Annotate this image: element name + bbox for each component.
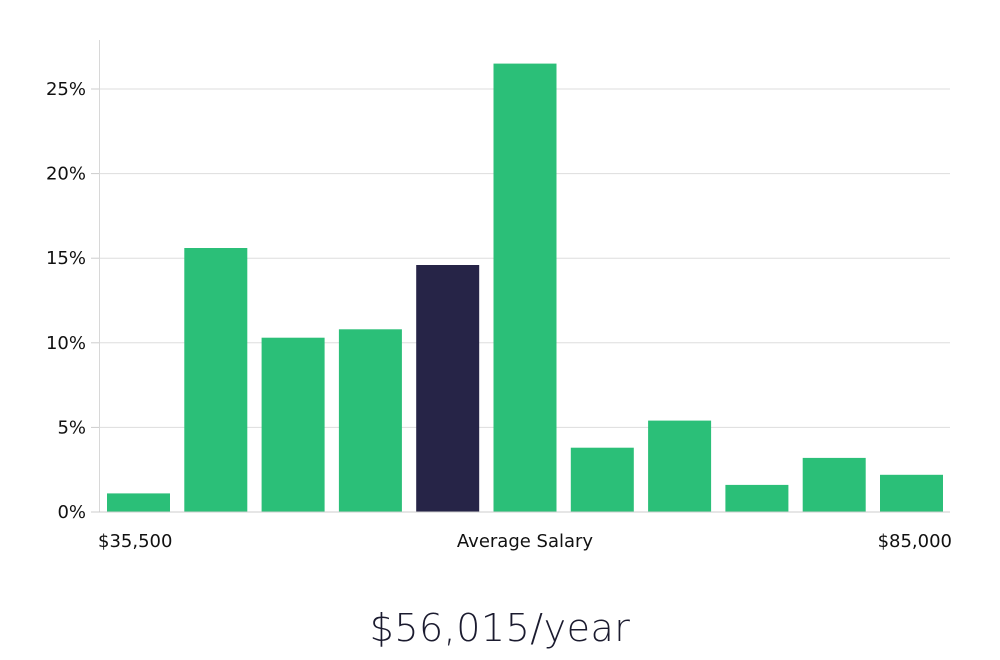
average-salary-value: $56,015/year: [369, 606, 631, 650]
bar: [570, 447, 634, 512]
bar: [184, 248, 248, 512]
bar-highlight-average: [416, 265, 480, 512]
bar: [648, 420, 712, 512]
y-tick-label: 25%: [46, 79, 86, 100]
bar: [338, 329, 402, 512]
bar: [107, 493, 170, 512]
y-tick-label: 20%: [46, 164, 86, 185]
bar: [802, 457, 866, 512]
bar: [493, 63, 557, 512]
salary-histogram: 0%5%10%15%20%25% $35,500 Average Salary …: [46, 40, 952, 552]
y-tick-label: 5%: [57, 417, 86, 438]
y-tick-labels: 0% 5% 10% 15% 20% 25%: [46, 79, 99, 523]
y-tick-label: 10%: [46, 333, 86, 354]
x-label-max: $85,000: [878, 531, 952, 552]
x-label-min: $35,500: [98, 531, 172, 552]
y-tick-label: 0%: [57, 502, 86, 523]
bar: [725, 484, 789, 512]
y-tick-label: 15%: [46, 248, 86, 269]
bar: [880, 474, 943, 512]
x-label-center: Average Salary: [457, 531, 594, 552]
bar: [261, 337, 325, 512]
bars: [107, 63, 943, 512]
